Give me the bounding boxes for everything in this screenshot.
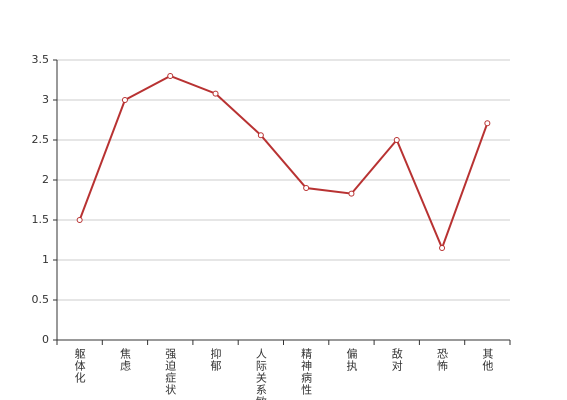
- x-tick-label: 强迫症状: [164, 348, 177, 396]
- point: [121, 97, 128, 103]
- x-tick-label: 恐怖: [436, 348, 449, 372]
- y-tick-label: 2.5: [32, 133, 50, 146]
- point: [212, 90, 219, 97]
- point: [257, 132, 264, 139]
- y-tick-label: 2: [42, 173, 49, 186]
- x-tick-label: 敌对: [390, 347, 403, 372]
- point: [76, 217, 83, 223]
- x-tick-label: 焦虑: [118, 348, 131, 372]
- point: [439, 245, 446, 251]
- point: [393, 137, 400, 143]
- x-tick-label: 躯体化: [73, 348, 86, 384]
- x-tick-label: 抑郁: [209, 347, 222, 372]
- point: [303, 185, 310, 191]
- y-tick-label: 3.5: [32, 53, 50, 66]
- y-tick-label: 3: [42, 93, 49, 106]
- x-tick-label: 偏执: [345, 347, 358, 372]
- point: [348, 190, 355, 197]
- point: [167, 73, 174, 79]
- y-tick-label: 1: [42, 253, 49, 266]
- x-tick-label: 其他: [481, 348, 494, 372]
- y-tick-label: 0: [42, 333, 49, 346]
- point: [484, 120, 491, 127]
- x-tick-label: 精神病性: [300, 348, 313, 396]
- x-tick-label: 人际关系敏感: [254, 348, 267, 400]
- y-tick-label: 0.5: [32, 293, 50, 306]
- y-tick-label: 1.5: [32, 213, 50, 226]
- line: [78, 74, 489, 251]
